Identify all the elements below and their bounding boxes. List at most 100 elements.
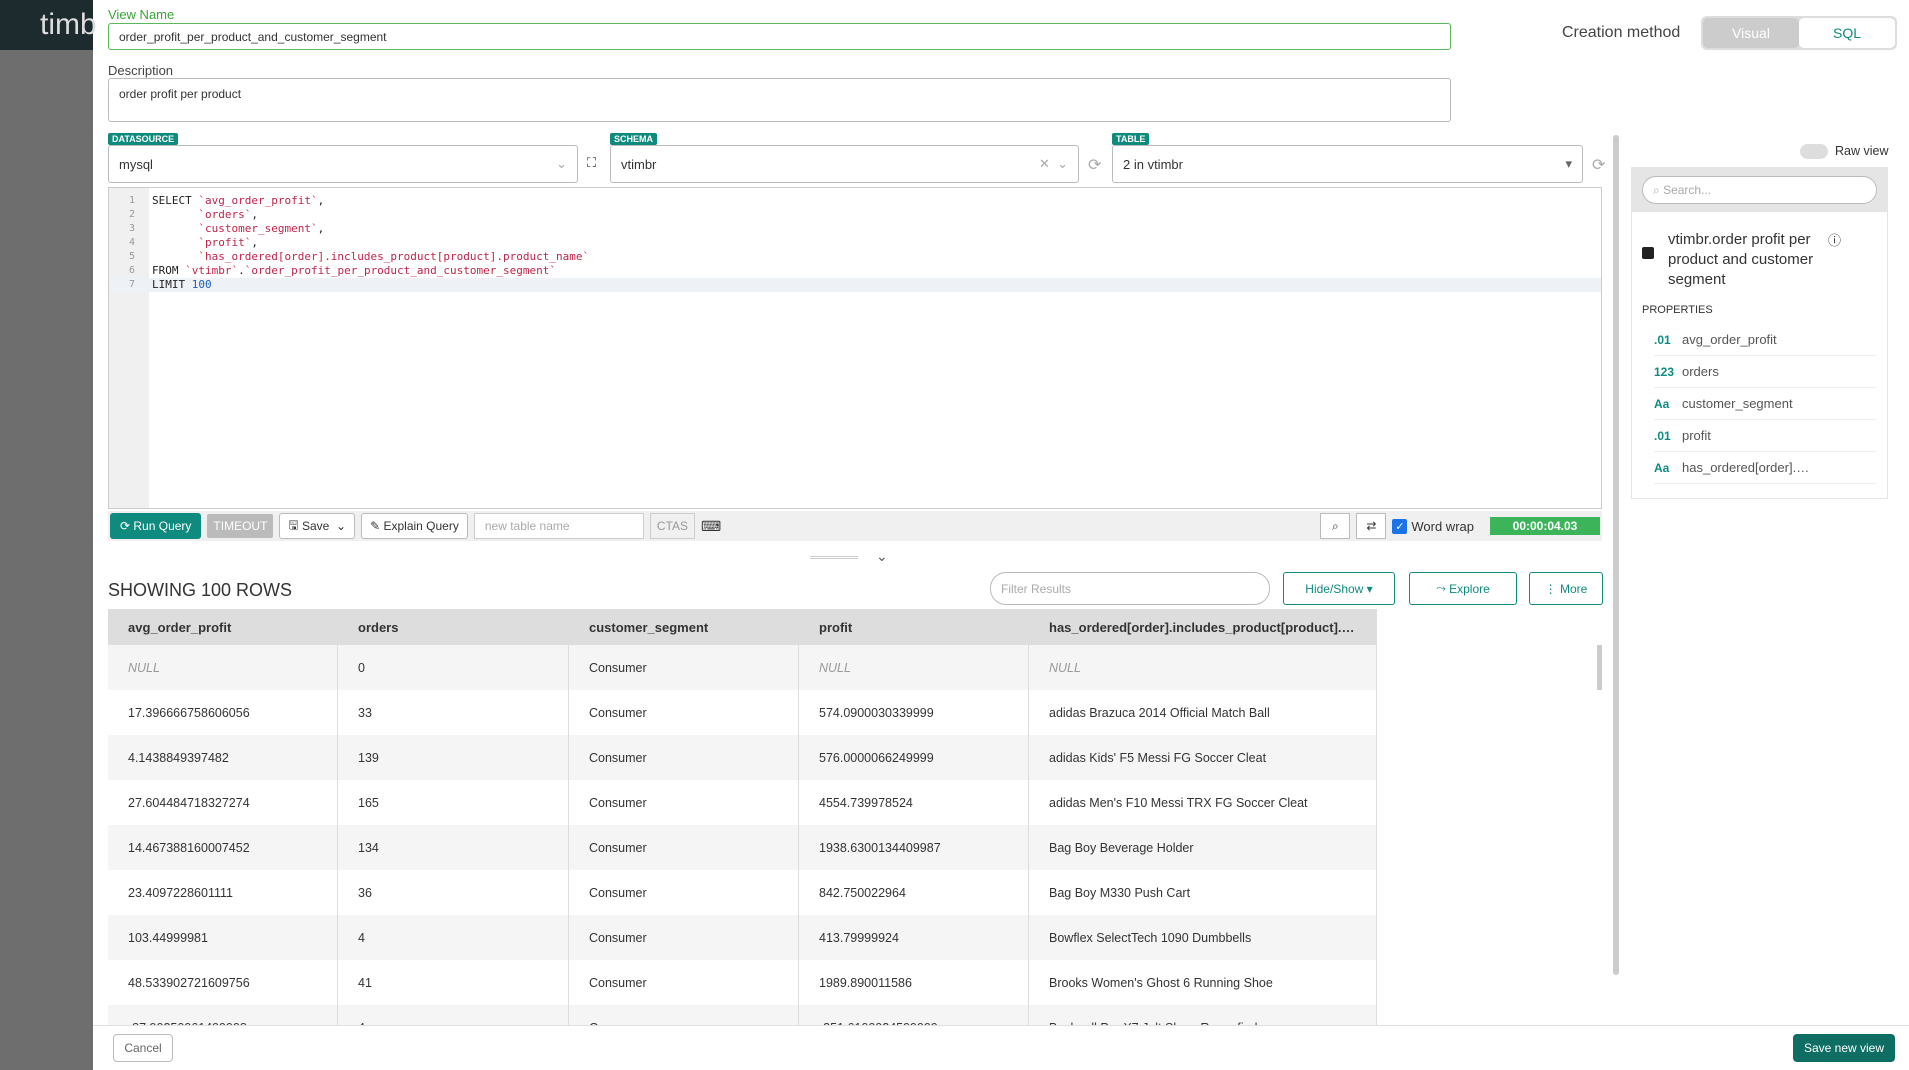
line-number: 4 (128, 237, 135, 248)
run-button[interactable]: ⟳ Run Query (110, 513, 202, 539)
resize-handle[interactable] (810, 556, 858, 559)
cell: Consumer (569, 915, 799, 960)
code-row: 6 FROM `vtimbr`.`order_profit_per_product… (109, 264, 1599, 278)
label: Creation method (1562, 24, 1681, 41)
text: Word wrap (1411, 518, 1474, 534)
code-line: `profit`, (198, 236, 258, 249)
panel: ⌕ Search... vtimbr.order profit per prod… (1631, 167, 1888, 499)
cell: -87.90250061499998 (108, 1005, 338, 1025)
label: View Name (108, 7, 175, 22)
logo: timb (0, 0, 97, 50)
text: Hide/Show (1305, 581, 1364, 596)
schema-select[interactable]: vtimbr ✕ ⌄ (610, 145, 1079, 183)
save-button[interactable]: 🖫 Save ⌄ (279, 513, 356, 539)
raw-view-toggle[interactable] (1800, 144, 1828, 159)
icon[interactable]: ⟳ (1592, 157, 1606, 174)
more-button[interactable]: ⋮ More (1529, 572, 1603, 605)
tag: SCHEMA (610, 133, 658, 145)
table-row: 48.533902721609756 41 Consumer 1989.8900115… (108, 960, 1377, 1005)
column-header: profit (819, 619, 853, 635)
text: Save (301, 519, 330, 533)
hide-show-button[interactable]: Hide/Show ▾ (1283, 572, 1395, 605)
cell: NULL (1029, 645, 1377, 690)
icon: ⛶ (587, 155, 597, 170)
editor[interactable]: 1 SELECT `avg_order_profit`, 2 `orders`, 3 … (108, 187, 1602, 509)
cell: 574.0900030339999 (799, 690, 1029, 735)
cell: Consumer (569, 645, 799, 690)
cell: Bag Boy Beverage Holder (1029, 825, 1377, 870)
cell: Bushnell Pro X7 Jolt Slope Rangefinder (1029, 1005, 1377, 1025)
view-name-input[interactable]: order_profit_per_product_and_customer_se… (108, 23, 1451, 50)
word-wrap[interactable]: ✓ Word wrap (1392, 518, 1474, 534)
toolbar: ⟳ Run Query TIMEOUT 🖫 Save ⌄ ✎ Explain Q… (108, 511, 1602, 541)
tree-node[interactable]: vtimbr.order profit per product and cust… (1632, 212, 1887, 290)
cell: Consumer (569, 870, 799, 915)
cell: 413.79999924 (799, 915, 1029, 960)
line-number: 5 (128, 251, 135, 262)
cell: 33 (338, 690, 569, 735)
cell: Consumer (569, 735, 799, 780)
table-name-input[interactable]: new table name (473, 513, 644, 539)
column-header: orders (358, 619, 399, 635)
value: vtimbr (621, 156, 657, 172)
property-name: profit (1682, 428, 1711, 443)
collapse-icon[interactable]: ⌄ (876, 548, 888, 564)
datasource-select[interactable]: mysql ⌄ (108, 145, 578, 183)
property-type: 123 (1654, 364, 1675, 379)
text: Search... (1663, 183, 1712, 197)
explore-button[interactable]: ⤳ Explore (1409, 572, 1517, 605)
explain-button[interactable]: ✎ Explain Query (361, 513, 468, 539)
cell: 4 (338, 1005, 569, 1025)
line-number: 2 (128, 209, 135, 220)
property-name: customer_segment (1682, 396, 1793, 411)
cell: 1989.890011586 (799, 960, 1029, 1005)
table-row: NULL 0 Consumer NULL NULL (108, 645, 1377, 690)
property-type: Aa (1654, 460, 1670, 475)
property-type: Aa (1654, 396, 1670, 411)
table-row: -87.902500614999984Consumer-351.61000245… (108, 1005, 1377, 1025)
code-row: 3 `customer_segment`, (109, 222, 1599, 236)
value: mysql (119, 156, 153, 172)
cancel-button[interactable]: Cancel (113, 1034, 173, 1062)
swap-button[interactable]: ⇄ (1356, 513, 1387, 539)
cell: Brooks Women's Ghost 6 Running Shoe (1029, 960, 1377, 1005)
cell: 103.44999981 (108, 915, 338, 960)
text: Explore (1449, 581, 1490, 596)
column-header: customer_segment (589, 619, 709, 635)
code-line: `orders`, (198, 208, 258, 221)
scrollbar (1597, 645, 1602, 690)
code-row: 4 `profit`, (109, 236, 1599, 250)
code: 1 SELECT `avg_order_profit`, 2 `orders`, 3 … (109, 194, 1599, 292)
table-select[interactable]: 2 in vtimbr ▾ (1112, 145, 1583, 183)
keyboard-icon[interactable]: ⌨ (700, 517, 722, 534)
icon[interactable]: ⟳ (1088, 157, 1102, 174)
option[interactable]: Visual (1703, 18, 1799, 48)
description-input[interactable]: order profit per product (108, 78, 1451, 122)
save-view-button[interactable]: Save new view (1793, 1034, 1895, 1062)
cell: Bag Boy M330 Push Cart (1029, 870, 1377, 915)
cell: 4554.739978524 (799, 780, 1029, 825)
timeout-button[interactable]: TIMEOUT (207, 514, 274, 538)
results-title: SHOWING 100 ROWS (108, 580, 293, 600)
search-input[interactable]: ⌕ Search... (1642, 176, 1877, 204)
property-type: .01 (1654, 428, 1671, 443)
cell: -351.6100024599999 (799, 1005, 1029, 1025)
option[interactable]: SQL (1799, 18, 1895, 48)
table-header: avg_order_profit orders customer_segment pr… (108, 609, 1377, 645)
cell: 17.396666758606056 (108, 690, 338, 735)
line-number: 3 (128, 223, 135, 234)
cell: 0 (338, 645, 569, 690)
line-number: 1 (128, 195, 135, 206)
column-header: avg_order_profit (128, 619, 232, 635)
cell: 4 (338, 915, 569, 960)
search-button[interactable]: ⌕ (1320, 513, 1351, 539)
tag: DATASOURCE (108, 133, 179, 145)
ctas-button[interactable]: CTAS (649, 513, 695, 539)
cell: 842.750022964 (799, 870, 1029, 915)
filter-input[interactable]: Filter Results (990, 572, 1270, 605)
value: 2 in vtimbr (1123, 156, 1183, 172)
cell: 1938.6300134409987 (799, 825, 1029, 870)
table-row: 27.604484718327274 165 Consumer 4554.739978… (108, 780, 1377, 825)
code-row: 1 SELECT `avg_order_profit`, (109, 194, 1599, 208)
property-name: avg_order_profit (1682, 332, 1777, 347)
